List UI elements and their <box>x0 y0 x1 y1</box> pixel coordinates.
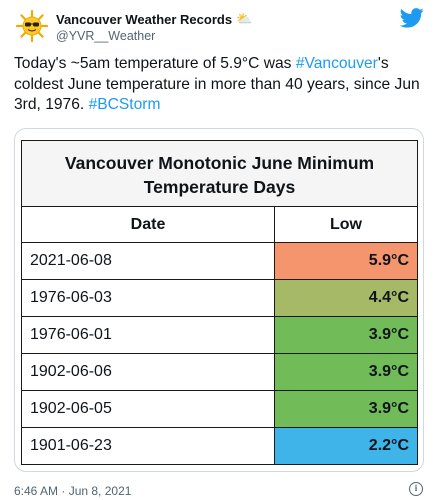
table-title: Vancouver Monotonic June Minimum Tempera… <box>21 140 418 207</box>
table-row: 1976-06-03 4.4°C <box>21 279 418 317</box>
tweet-media-image[interactable]: Vancouver Monotonic June Minimum Tempera… <box>14 128 424 472</box>
twitter-bird-icon[interactable] <box>400 8 424 28</box>
date-cell: 1976-06-03 <box>21 279 275 317</box>
table-row: 1901-06-23 2.2°C <box>21 427 418 465</box>
low-temp-cell: 4.4°C <box>274 279 418 317</box>
table-row: 1902-06-05 3.9°C <box>21 390 418 428</box>
low-temp-cell: 3.9°C <box>274 390 418 428</box>
date-cell: 1902-06-06 <box>21 353 275 391</box>
temperature-table: Vancouver Monotonic June Minimum Tempera… <box>21 140 418 465</box>
column-header-low: Low <box>274 206 418 243</box>
display-name-text: Vancouver Weather Records <box>56 11 233 27</box>
hashtag-bcstorm[interactable]: #BCStorm <box>88 96 161 113</box>
sun-behind-cloud-icon: ⛅ <box>236 11 253 26</box>
tweet-timestamp[interactable]: 6:46 AM · Jun 8, 2021 <box>14 484 132 498</box>
date-cell: 2021-06-08 <box>21 242 275 280</box>
low-temp-cell: 3.9°C <box>274 353 418 391</box>
tweet-header: Vancouver Weather Records ⛅ @YVR__Weathe… <box>14 6 424 46</box>
low-temp-cell: 5.9°C <box>274 242 418 280</box>
avatar[interactable] <box>14 8 50 44</box>
low-temp-cell: 2.2°C <box>274 427 418 465</box>
date-cell: 1902-06-05 <box>21 390 275 428</box>
date-cell: 1976-06-01 <box>21 316 275 354</box>
sunglasses-sun-icon <box>15 9 49 43</box>
tweet-text-part1: Today's ~5am temperature of 5.9°C was <box>14 55 296 72</box>
column-header-date: Date <box>21 206 275 243</box>
tweet-text-part2: 's coldest June temperature in more than… <box>14 55 420 113</box>
info-icon[interactable]: i <box>409 482 423 496</box>
table-row: 2021-06-08 5.9°C <box>21 242 418 280</box>
table-row: 1976-06-01 3.9°C <box>21 316 418 354</box>
date-cell: 1901-06-23 <box>21 427 275 465</box>
table-row: 1902-06-06 3.9°C <box>21 353 418 391</box>
display-name[interactable]: Vancouver Weather Records ⛅ <box>56 11 252 27</box>
user-handle[interactable]: @YVR__Weather <box>56 29 156 43</box>
temperature-table-container: Vancouver Monotonic June Minimum Tempera… <box>21 140 418 465</box>
hashtag-vancouver[interactable]: #Vancouver <box>295 55 378 72</box>
low-temp-cell: 3.9°C <box>274 316 418 354</box>
tweet-text: Today's ~5am temperature of 5.9°C was #V… <box>14 54 429 116</box>
